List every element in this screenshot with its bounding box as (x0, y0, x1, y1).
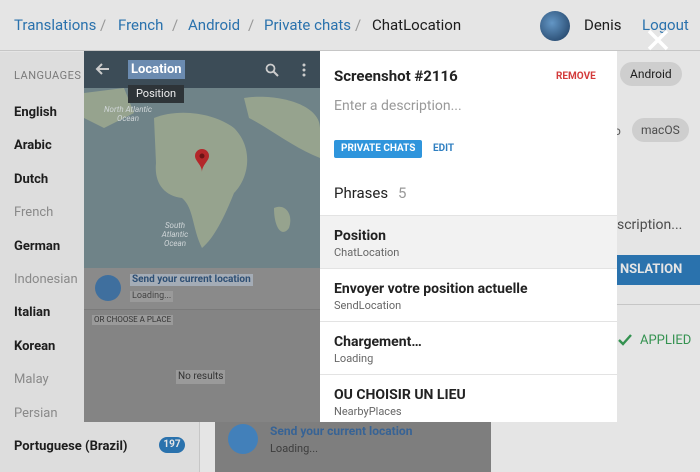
language-item[interactable]: Portuguese (Brazil) (14, 439, 128, 454)
description-text: scription... (617, 217, 683, 233)
breadcrumb-link[interactable]: Android (188, 16, 241, 34)
language-item[interactable]: Dutch (14, 171, 49, 187)
phrase-text: Position (334, 228, 386, 244)
breadcrumb-separator: / (172, 16, 179, 34)
screenshot-image: Location North Atlantic Ocean South Atla… (84, 51, 320, 422)
send-location: Send your current location (270, 424, 413, 438)
map-label: South Atlantic Ocean (161, 221, 189, 249)
platform-tab[interactable]: Android (620, 62, 682, 86)
divider (600, 304, 700, 305)
menu-icon (302, 63, 306, 77)
language-item[interactable]: Malay (14, 372, 49, 388)
platform-tab[interactable]: o (614, 124, 621, 138)
phrase-key: ChatLocation (334, 246, 400, 259)
breadcrumb-link[interactable]: French (118, 16, 164, 34)
phrase-row[interactable]: Envoyer votre position actuelle SendLocat… (320, 268, 617, 321)
breadcrumb-current: ChatLocation (372, 16, 462, 34)
language-item[interactable]: Arabic (14, 138, 52, 154)
breadcrumb-link[interactable]: Translations (14, 16, 97, 34)
language-item[interactable]: Persian (14, 405, 58, 421)
loading-text: Loading... (270, 442, 319, 455)
platform-tab[interactable]: macOS (632, 118, 689, 142)
pin-circle (95, 275, 121, 301)
avatar[interactable] (540, 11, 570, 41)
logout-link[interactable]: Logout (642, 16, 689, 34)
language-item[interactable]: German (14, 238, 61, 254)
app-toolbar (84, 51, 320, 88)
description-input[interactable]: Enter a description... (334, 98, 462, 114)
section-header: OR CHOOSE A PLACE (92, 315, 174, 325)
phrase-text: Envoyer votre position actuelle (334, 281, 528, 297)
language-item[interactable]: French (14, 205, 54, 221)
phrase-row[interactable]: OU CHOISIR UN LIEU NearbyPlaces (320, 374, 617, 422)
phrase-row[interactable]: Chargement… Loading (320, 321, 617, 374)
map-label: North Atlantic Ocean (104, 105, 152, 124)
empty-state: No results (176, 370, 226, 384)
language-item[interactable]: Italian (14, 305, 51, 321)
phrase-key: SendLocation (334, 299, 402, 312)
phrase-row[interactable]: Position ChatLocation (320, 215, 617, 268)
translation-button[interactable]: NSLATION (606, 255, 700, 285)
breadcrumb-separator: / (355, 16, 362, 34)
search-icon (265, 63, 279, 77)
phrases-label: Phrases (334, 184, 389, 202)
map-pin (195, 149, 209, 172)
check-icon (618, 334, 632, 346)
loading-text: Loading... (130, 291, 174, 302)
phrase-screenshot-thumb (215, 422, 491, 472)
close-button[interactable] (646, 28, 670, 52)
status-label: APPLIED (640, 333, 692, 348)
breadcrumb-link[interactable]: Private chats (264, 16, 352, 34)
panel-title: Screenshot #2116 (334, 67, 458, 85)
top-bar (0, 0, 700, 51)
edit-button[interactable]: EDIT (433, 143, 455, 154)
phrase-text: Chargement… (334, 334, 422, 350)
user-name: Denis (584, 16, 622, 34)
toolbar-title: Location (128, 60, 185, 79)
language-item[interactable]: English (14, 105, 57, 120)
send-location: Send your current location (130, 274, 253, 286)
phrase-text: OU CHOISIR UN LIEU (334, 387, 466, 403)
badge: 197 (159, 437, 185, 453)
breadcrumb-separator: / (248, 16, 255, 34)
remove-button[interactable]: REMOVE (556, 71, 596, 82)
back-icon (95, 63, 109, 75)
sidebar-heading: LANGUAGES (14, 69, 82, 82)
phrases-count: 5 (398, 184, 407, 202)
phrase-key: NearbyPlaces (334, 405, 402, 418)
pin-circle (228, 424, 258, 454)
breadcrumb-separator: / (100, 16, 107, 34)
phrase-key: Loading (334, 352, 374, 365)
language-item[interactable]: Indonesian (14, 272, 78, 287)
language-item[interactable]: Korean (14, 338, 56, 354)
tooltip: Position (128, 85, 184, 103)
tag[interactable]: PRIVATE CHATS (334, 140, 423, 158)
